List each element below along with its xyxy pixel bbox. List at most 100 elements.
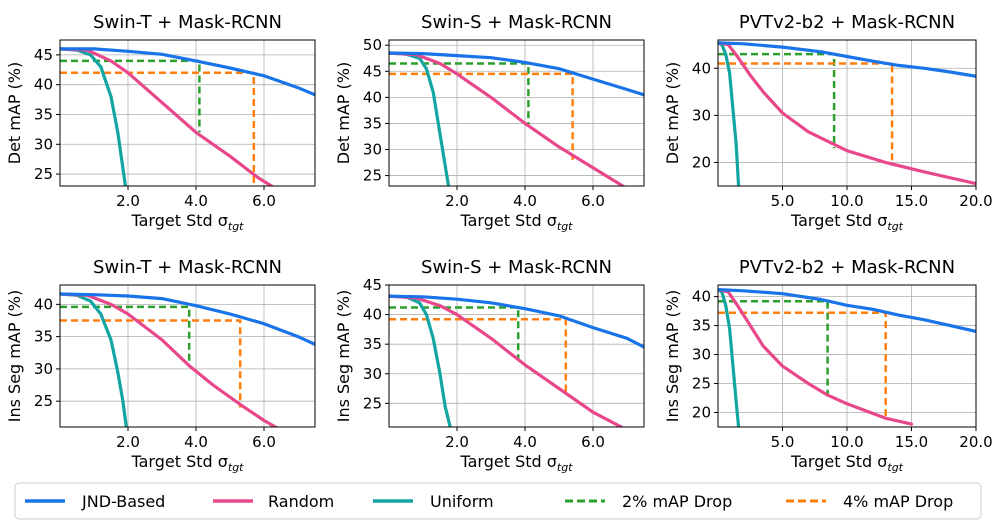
series-line-jnd-based (718, 288, 976, 333)
y-tick-label: 40 (34, 76, 53, 94)
y-tick-label: 30 (363, 365, 382, 383)
series-line-random (718, 41, 976, 186)
x-tick-label: 2.0 (116, 192, 140, 210)
y-tick-label: 45 (363, 276, 382, 294)
series-line-jnd-based (718, 41, 976, 78)
y-tick-label: 20 (692, 404, 711, 422)
y-tick-label: 30 (692, 106, 711, 124)
x-tick-label: 2.0 (445, 192, 469, 210)
axes-frame (59, 284, 316, 428)
y-tick-label: 35 (363, 114, 382, 132)
chart-panel: 2.0 4.0 6.0 25 30 35 40 45 50 Swin-S + Mask-RCNN T… (334, 12, 645, 233)
x-axis-label: Target Std σtgt (130, 452, 244, 474)
series-line-uniform (60, 292, 128, 427)
legend-item-random: Random (213, 492, 334, 511)
y-axis-label: Ins Seg mAP (%) (334, 290, 353, 422)
x-tick-label: 2.0 (445, 433, 469, 451)
plot-area (389, 294, 644, 427)
series-line-2-map-drop (389, 306, 520, 359)
series-line-random (60, 292, 279, 427)
axes-frame (388, 39, 645, 187)
x-tick-label: 15.0 (895, 433, 928, 451)
series-line-uniform (389, 294, 452, 427)
y-tick-label: 50 (363, 36, 382, 54)
series-line-uniform (718, 288, 741, 427)
panel-title: Swin-S + Mask-RCNN (421, 12, 612, 33)
y-tick-label: 30 (34, 360, 53, 378)
series-line-4-map-drop (718, 311, 887, 419)
x-tick-label: 5.0 (771, 433, 795, 451)
legend-item-uniform: Uniform (373, 492, 494, 511)
x-axis-label: Target Std σtgt (790, 452, 904, 474)
series-line-4-map-drop (60, 71, 256, 186)
y-axis-label: Det mAP (%) (334, 62, 353, 164)
y-tick-label: 25 (34, 392, 53, 410)
series-line-4-map-drop (60, 319, 242, 408)
x-tick-label: 20.0 (959, 192, 992, 210)
y-tick-label: 25 (363, 167, 382, 185)
y-tick-label: 45 (34, 46, 53, 64)
series-line-random (718, 288, 914, 426)
series-line-jnd-based (60, 292, 315, 346)
x-tick-label: 6.0 (252, 433, 276, 451)
y-tick-label: 40 (692, 288, 711, 306)
y-tick-label: 40 (363, 306, 382, 324)
y-tick-label: 35 (363, 335, 382, 353)
y-tick-label: 45 (363, 62, 382, 80)
plot-area (718, 41, 976, 186)
panel-title: PVTv2-b2 + Mask-RCNN (739, 257, 955, 278)
panel-title: Swin-T + Mask-RCNN (93, 12, 282, 33)
legend-label: 2% mAP Drop (622, 492, 732, 511)
series-line-random (389, 294, 625, 427)
series-line-uniform (60, 47, 128, 186)
series-line-4-map-drop (718, 62, 894, 165)
plot-area (60, 292, 315, 427)
chart-panel: 2.0 4.0 6.0 25 30 35 40 45 Swin-S + Mask-RCNN Tar… (334, 257, 645, 474)
y-tick-label: 35 (34, 105, 53, 123)
x-tick-label: 10.0 (830, 433, 863, 451)
x-axis-label: Target Std σtgt (459, 452, 573, 474)
legend-label: 4% mAP Drop (843, 492, 953, 511)
x-tick-label: 5.0 (771, 192, 795, 210)
legend-item-2pct-drop: 2% mAP Drop (565, 492, 732, 511)
series-line-jnd-based (60, 47, 315, 97)
y-tick-label: 25 (363, 394, 382, 412)
axes-frame (388, 284, 645, 428)
series-line-2-map-drop (718, 299, 829, 398)
y-axis-label: Ins Seg mAP (%) (663, 290, 682, 422)
legend: JND-Based Random Uniform 2% mAP Drop 4% … (14, 482, 982, 520)
y-tick-label: 30 (363, 141, 382, 159)
x-tick-label: 2.0 (116, 433, 140, 451)
x-tick-label: 4.0 (513, 192, 537, 210)
y-tick-label: 25 (692, 375, 711, 393)
series-line-uniform (389, 51, 451, 186)
y-tick-label: 35 (34, 328, 53, 346)
x-tick-label: 6.0 (252, 192, 276, 210)
legend-item-jnd: JND-Based (25, 492, 165, 511)
x-axis-label: Target Std σtgt (459, 211, 573, 233)
y-tick-label: 35 (692, 317, 711, 335)
y-tick-label: 40 (363, 88, 382, 106)
x-tick-label: 6.0 (581, 192, 605, 210)
y-tick-label: 30 (34, 135, 53, 153)
series-line-2-map-drop (60, 59, 201, 133)
legend-frame (14, 482, 982, 520)
chart-panel: 5.0 10.0 15.0 20.0 20 25 30 35 40 PVTv2-b2 + Mask… (663, 257, 993, 474)
y-axis-label: Det mAP (%) (5, 62, 24, 164)
legend-label: JND-Based (81, 492, 165, 511)
y-tick-label: 40 (692, 59, 711, 77)
plot-area (60, 47, 315, 186)
x-tick-label: 4.0 (184, 433, 208, 451)
chart-panel: 5.0 10.0 15.0 20.0 20 30 40 PVTv2-b2 + Mask-RCN… (663, 12, 993, 233)
y-tick-label: 30 (692, 346, 711, 364)
legend-label: Uniform (430, 492, 494, 511)
x-tick-label: 4.0 (184, 192, 208, 210)
chart-panels: 2.0 4.0 6.0 25 30 35 40 45 Swin-T + Mask-RCNN Tar… (5, 12, 993, 474)
y-tick-label: 20 (692, 153, 711, 171)
chart-panel: 2.0 4.0 6.0 25 30 35 40 45 Swin-T + Mask-RCNN Tar… (5, 12, 316, 233)
series-line-2-map-drop (60, 305, 191, 366)
x-axis-label: Target Std σtgt (790, 211, 904, 233)
x-tick-label: 20.0 (959, 433, 992, 451)
panel-title: Swin-S + Mask-RCNN (421, 257, 612, 278)
